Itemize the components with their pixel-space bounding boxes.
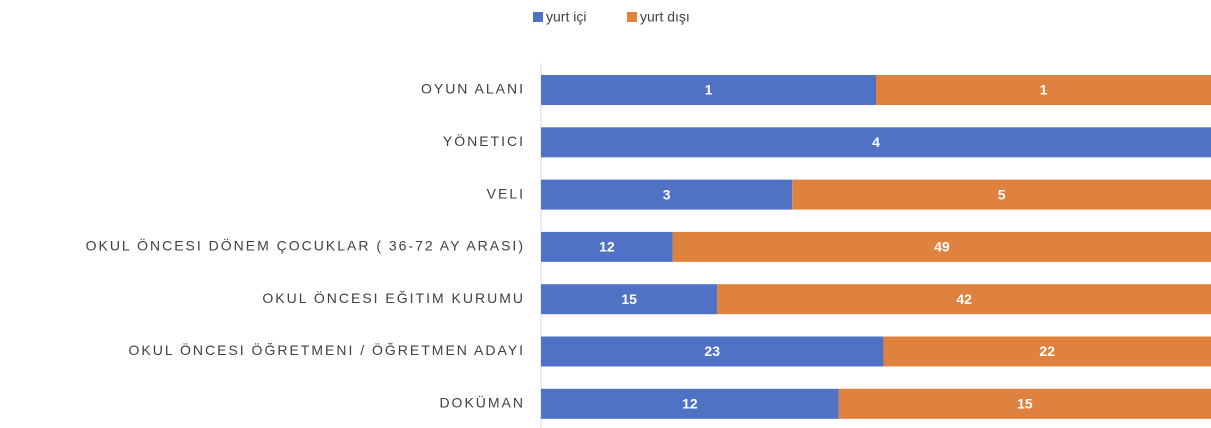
data-label: 15 — [1017, 396, 1033, 412]
bar-segment — [541, 179, 793, 210]
legend-swatch — [533, 12, 543, 22]
data-label: 23 — [704, 343, 720, 359]
bar-segment — [541, 284, 718, 315]
data-label: 42 — [956, 291, 972, 307]
bar-segment — [541, 336, 884, 367]
bar-segment — [876, 75, 1211, 105]
y-tick-label: OKUL ÖNCESI DÖNEM ÇOCUKLAR ( 36-72 AY AR… — [86, 237, 525, 254]
data-label: 1 — [705, 82, 713, 98]
bar-segment — [717, 284, 1211, 315]
data-label: 4 — [872, 134, 880, 150]
legend-label: yurt dışı — [640, 9, 690, 25]
y-tick-label: OKUL ÖNCESI EĞITIM KURUMU — [262, 289, 525, 306]
y-tick-label: OKUL ÖNCESI ÖĞRETMENI / ÖĞRETMEN ADAYI — [129, 341, 526, 358]
y-tick-label: VELI — [487, 185, 525, 201]
data-label: 12 — [682, 396, 698, 412]
data-label: 3 — [663, 186, 671, 202]
bar-segment — [672, 231, 1211, 262]
data-label: 22 — [1039, 343, 1055, 359]
bar-segment — [541, 127, 1211, 158]
bar-segment — [541, 388, 839, 419]
bar-segment — [883, 336, 1211, 367]
data-label: 1 — [1040, 82, 1048, 98]
bar-segment — [541, 231, 673, 262]
bar-segment — [838, 388, 1211, 419]
legend-label: yurt içi — [546, 9, 586, 25]
y-tick-label: DOKÜMAN — [439, 394, 525, 411]
legend-swatch — [627, 12, 637, 22]
y-tick-label: OYUN ALANI — [421, 81, 525, 97]
bar-segment — [792, 179, 1211, 210]
data-label: 5 — [998, 186, 1006, 202]
y-tick-label: YÖNETICI — [443, 132, 525, 149]
data-label: 15 — [621, 291, 637, 307]
data-label: 49 — [934, 239, 950, 255]
bar-segment — [541, 75, 876, 105]
data-label: 12 — [599, 239, 615, 255]
